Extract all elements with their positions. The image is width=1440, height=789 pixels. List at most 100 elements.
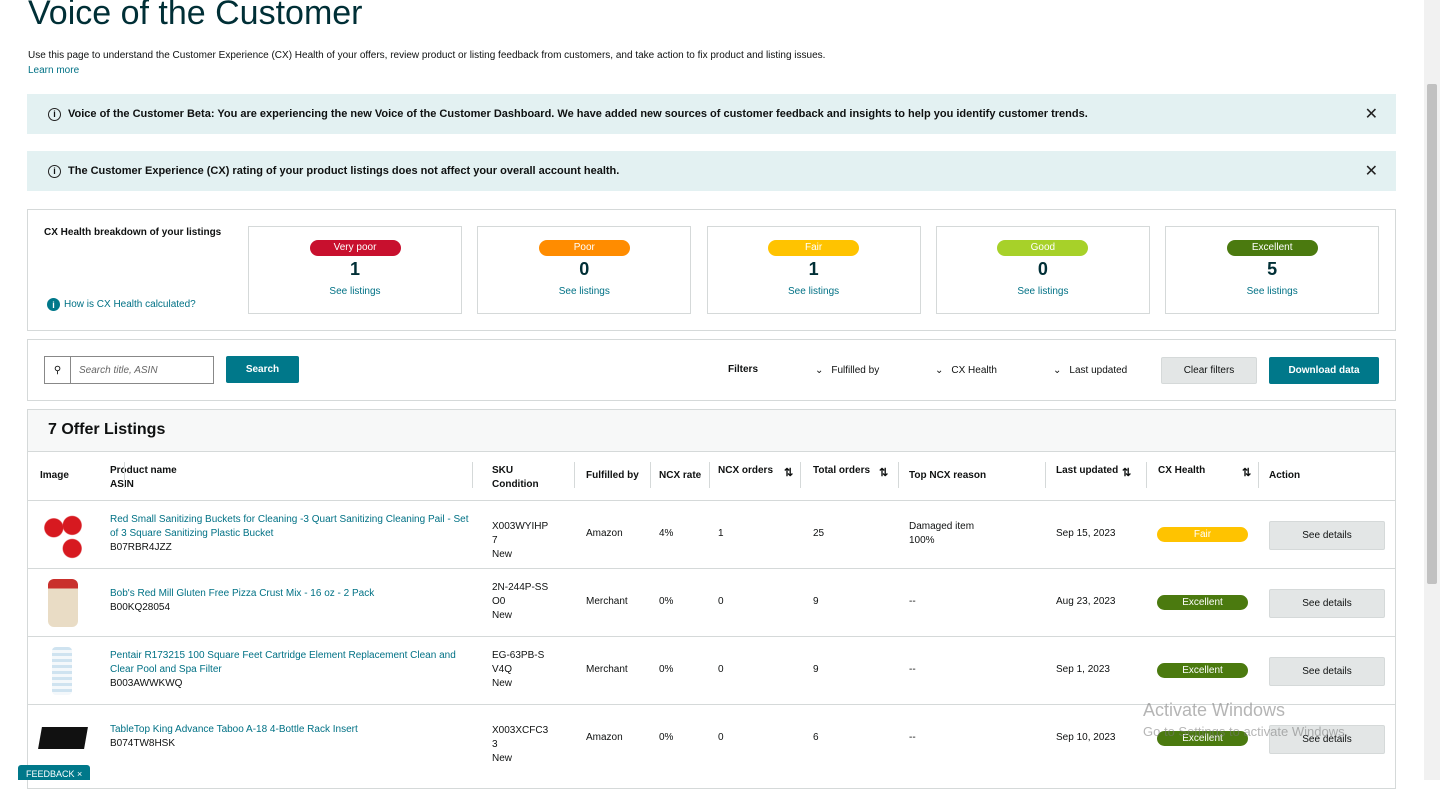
column-header-text: Action [1269, 470, 1301, 481]
sku: 2N-244P-SSO0 [492, 582, 549, 607]
fulfilled-by: Merchant [586, 596, 628, 607]
see-details-button[interactable]: See details [1269, 521, 1385, 550]
cx-health-badge: Excellent [1157, 663, 1248, 678]
ncx-rate: 4% [659, 528, 674, 539]
filter-dropdown[interactable]: Fulfilled by [815, 365, 879, 376]
fulfilled-by: Amazon [586, 528, 623, 539]
search-button[interactable]: Search [226, 356, 299, 383]
sku-cell: X003WYIHP7 New [492, 520, 550, 562]
close-button[interactable]: ✕ [1364, 106, 1378, 123]
clear-filters-button[interactable]: Clear filters [1161, 357, 1257, 384]
sku-cell: 2N-244P-SSO0 New [492, 581, 550, 623]
help-text: How is CX Health calculated? [64, 299, 196, 310]
column-header[interactable]: NCX orders [718, 464, 773, 478]
see-details-button[interactable]: See details [1269, 589, 1385, 618]
see-listings-link[interactable]: See listings [558, 286, 610, 297]
watermark-title: Activate Windows [1143, 700, 1286, 720]
top-reason: -- [909, 732, 916, 743]
column-header-text: Total orders [813, 465, 871, 476]
listing-row: Bob's Red Mill Gluten Free Pizza Crust M… [28, 568, 1395, 636]
condition: New [492, 549, 513, 560]
filters-label: Filters [728, 364, 759, 375]
download-button[interactable]: Download data [1269, 357, 1379, 384]
top-reason-cell: Damaged item 100% [909, 520, 974, 548]
total-orders: 25 [813, 528, 825, 539]
column-header-text: Product name [110, 465, 177, 476]
see-details-button[interactable]: See details [1269, 725, 1385, 754]
column-header: Image [40, 469, 69, 483]
see-details-button[interactable]: See details [1269, 657, 1385, 686]
sku-cell: X003XCFC33 New [492, 724, 550, 766]
column-header: SKU Condition [492, 464, 539, 492]
search-placeholder: Search title, ASIN [79, 364, 158, 376]
column-header-text: NCX orders [718, 465, 774, 476]
column-header[interactable]: Total orders [813, 464, 870, 478]
listings-table: 7 Offer Listings Image Product name ASIN SKU… [27, 409, 1396, 789]
column-header: NCX rate [659, 469, 701, 483]
health-card: Poor 0 See listings [477, 226, 692, 314]
banner-text: The Customer Experience (CX) rating of y… [68, 165, 620, 177]
sort-icon[interactable]: ⇅ [784, 467, 794, 479]
info-banner: i The Customer Experience (CX) rating of … [27, 151, 1396, 191]
asin: B07RBR4JZZ [110, 542, 172, 553]
listings-header [28, 410, 1395, 452]
rating-pill: Poor [538, 240, 630, 256]
scrollbar[interactable] [1424, 0, 1440, 780]
page-title: Voice of the Customer [28, 0, 363, 32]
rating-pill: Excellent [1226, 240, 1318, 256]
top-reason-cell: -- [909, 663, 916, 677]
sku: X003WYIHP7 [492, 521, 549, 546]
product-image [48, 579, 78, 627]
column-header-text: Fulfilled by [586, 470, 639, 481]
see-listings-link[interactable]: See listings [1246, 286, 1298, 297]
description: Use this page to understand the Customer… [28, 50, 826, 61]
product-name-link[interactable]: Red Small Sanitizing Buckets for Cleanin… [110, 514, 469, 539]
column-header[interactable]: CX Health [1158, 464, 1205, 478]
column-header: Fulfilled by [586, 469, 639, 483]
cx-health-panel: CX Health breakdown of your listings i How… [27, 209, 1396, 331]
help-link[interactable]: i How is CX Health calculated? [47, 298, 196, 311]
column-header-text: Top NCX reason [909, 470, 987, 481]
filter-dropdown[interactable]: CX Health [935, 365, 997, 376]
column-header-text: ASIN [110, 479, 134, 490]
product-cell: TableTop King Advance Taboo A-18 4-Bottl… [110, 723, 472, 751]
rating-count: 0 [1037, 259, 1048, 279]
ncx-rate: 0% [659, 664, 674, 675]
product-image [52, 647, 72, 695]
learn-more-link[interactable]: Learn more [28, 65, 80, 76]
feedback-tab[interactable]: FEEDBACK × [18, 765, 90, 780]
banner-text: Voice of the Customer Beta: You are expe… [68, 108, 1088, 120]
cx-health-badge: Excellent [1157, 595, 1248, 610]
product-cell: Bob's Red Mill Gluten Free Pizza Crust M… [110, 587, 472, 615]
see-listings-link[interactable]: See listings [788, 286, 840, 297]
sort-icon[interactable]: ⇅ [1122, 467, 1132, 479]
product-name-link[interactable]: Pentair R173215 100 Square Feet Cartridg… [110, 650, 456, 675]
top-reason: -- [909, 664, 916, 675]
search-box[interactable]: ⚲ Search title, ASIN [44, 356, 214, 384]
top-reason: -- [909, 596, 916, 607]
top-reason: Damaged item [909, 521, 975, 532]
product-name-link[interactable]: TableTop King Advance Taboo A-18 4-Bottl… [110, 724, 358, 735]
top-reason: 100% [909, 535, 935, 546]
column-header-text: Last updated [1056, 465, 1119, 476]
close-button[interactable]: ✕ [1364, 163, 1378, 180]
listing-row: Red Small Sanitizing Buckets for Cleanin… [28, 500, 1395, 568]
sort-icon[interactable]: ⇅ [1242, 467, 1252, 479]
ncx-orders: 0 [718, 732, 724, 743]
filter-dropdown[interactable]: Last updated [1053, 365, 1127, 376]
column-header[interactable]: Last updated [1056, 464, 1118, 478]
see-listings-link[interactable]: See listings [1017, 286, 1069, 297]
product-name-link[interactable]: Bob's Red Mill Gluten Free Pizza Crust M… [110, 588, 375, 599]
info-banner: i Voice of the Customer Beta: You are exp… [27, 94, 1396, 134]
cx-health-badge: Excellent [1157, 731, 1248, 746]
column-header-text: Image [40, 470, 69, 481]
column-header-text: Condition [492, 479, 539, 490]
column-divider [1258, 462, 1259, 488]
column-divider [1146, 462, 1147, 488]
product-image [40, 511, 86, 559]
see-listings-link[interactable]: See listings [329, 286, 381, 297]
rating-count: 5 [1267, 259, 1278, 279]
sort-icon[interactable]: ⇅ [879, 467, 889, 479]
total-orders: 9 [813, 664, 819, 675]
